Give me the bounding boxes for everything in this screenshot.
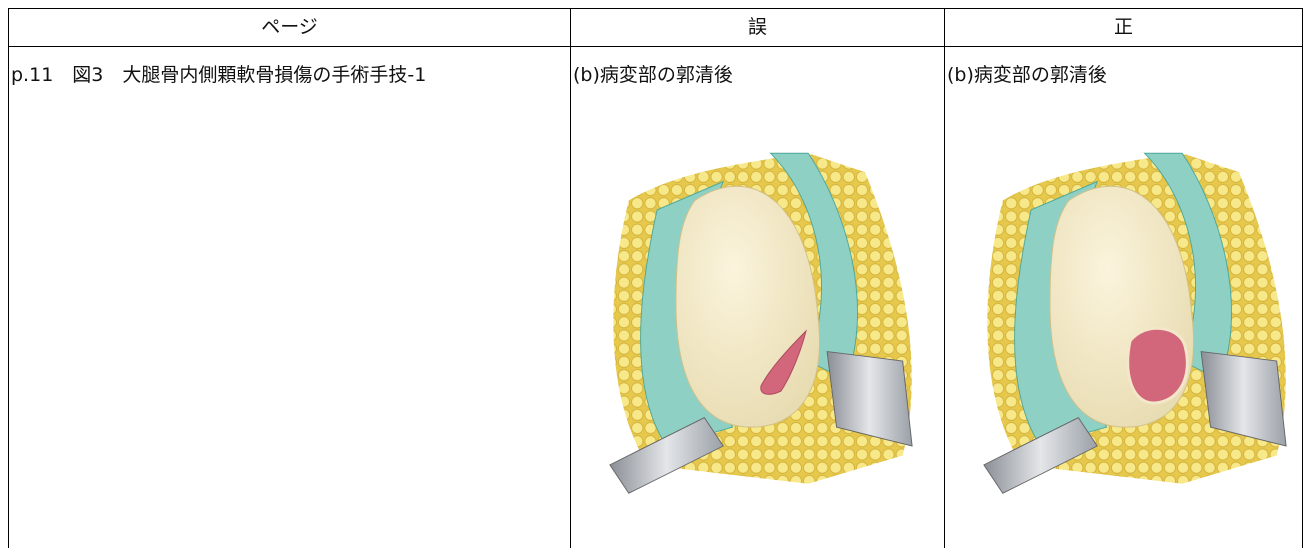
body-cell: (b)病変部の郭清後 [944, 46, 1303, 548]
body-cell: p.11 図3 大腿骨内側顆軟骨損傷の手術手技-1 [8, 46, 570, 548]
header-cell: ページ [8, 8, 570, 47]
correct-text: (b)病変部の郭清後 [947, 64, 1107, 86]
header-cell: 正 [944, 8, 1303, 47]
wrong-text: (b)病変部の郭清後 [573, 64, 733, 86]
illustration-correct [983, 152, 1287, 494]
illustration-wrong [609, 152, 913, 494]
header-cell: 誤 [570, 8, 944, 47]
body-cell: (b)病変部の郭清後 [570, 46, 944, 548]
page-ref: p.11 図3 大腿骨内側顆軟骨損傷の手術手技-1 [11, 64, 427, 86]
